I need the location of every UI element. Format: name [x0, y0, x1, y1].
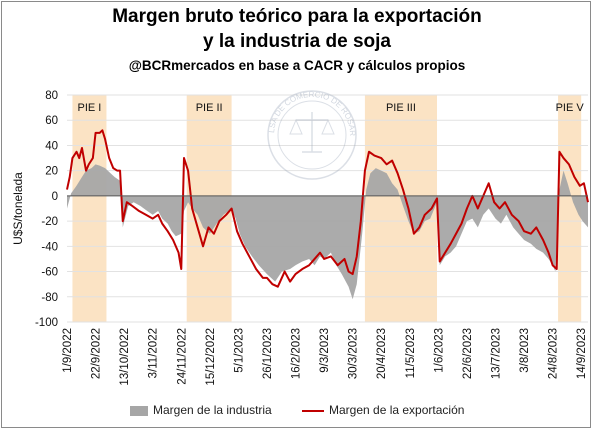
y-tick-label: 0: [52, 191, 58, 203]
chart-title-line2: y la industria de soja: [203, 31, 391, 52]
pie-band-label: PIE V: [556, 102, 585, 114]
series-export-line: [66, 129, 589, 288]
y-tick-label: 20: [45, 166, 58, 178]
x-tick-label: 16/2/2023: [291, 328, 303, 379]
x-tick-label: 5/1/2023: [233, 328, 245, 373]
y-tick-label: -60: [41, 267, 58, 279]
legend-label-export: Margen de la exportación: [329, 403, 465, 417]
pie-band-label: PIE I: [78, 102, 102, 114]
industry-area: [67, 164, 588, 300]
legend-label-industry: Margen de la industria: [153, 403, 272, 417]
x-tick-label: 13/10/2022: [119, 328, 131, 386]
y-tick-label: 60: [45, 115, 58, 127]
legend-item-industry: Margen de la industria: [130, 403, 272, 417]
legend-swatch-industry: [130, 405, 148, 416]
x-tick-label: 22/6/2023: [462, 328, 474, 379]
y-tick-label: -40: [41, 241, 58, 253]
legend-item-export: Margen de la exportación: [302, 403, 464, 417]
x-tick-label: 14/9/2023: [576, 328, 588, 379]
x-tick-label: 3/8/2023: [519, 328, 531, 373]
x-tick-label: 1/9/2022: [62, 328, 74, 373]
pie-band: [72, 95, 107, 322]
pie-band-label: PIE III: [386, 102, 416, 114]
x-tick-label: 24/11/2022: [176, 328, 188, 385]
x-tick-label: 11/5/2023: [405, 328, 417, 378]
export-line: [66, 129, 589, 288]
x-tick-label: 20/4/2023: [376, 328, 388, 379]
y-tick-label: 80: [45, 90, 58, 102]
x-tick-label: 9/3/2023: [319, 328, 331, 373]
x-tick-label: 13/7/2023: [490, 328, 502, 379]
x-tick-label: 22/9/2022: [91, 328, 103, 379]
x-tick-label: 30/3/2023: [348, 328, 360, 379]
y-tick-label: -100: [35, 317, 58, 329]
x-tick-label: 24/8/2023: [548, 328, 560, 379]
series-industry-area: [67, 164, 588, 300]
pie-band: [558, 95, 582, 322]
x-tick-label: 3/11/2022: [148, 328, 160, 378]
chart-subtitle: @BCRmercados en base a CACR y cálculos p…: [128, 58, 466, 73]
x-tick-label: 15/12/2022: [205, 328, 217, 386]
tick-labels: -100 -80 -60 -40 -20 0 20 40 60 80 1/9/2022 22/9/20…: [11, 90, 588, 386]
y-tick-label: -20: [41, 216, 58, 228]
x-tick-label: 26/1/2023: [262, 328, 274, 379]
y-tick-label: 40: [45, 140, 58, 152]
chart-title-line1: Margen bruto teórico para la exportación: [112, 6, 482, 27]
y-axis-title: U$S/tonelada: [11, 172, 25, 245]
legend-swatch-export: [302, 409, 324, 412]
x-tick-label: 1/6/2023: [433, 328, 445, 373]
y-tick-label: -80: [41, 292, 58, 304]
pie-band-label: PIE II: [196, 102, 223, 114]
